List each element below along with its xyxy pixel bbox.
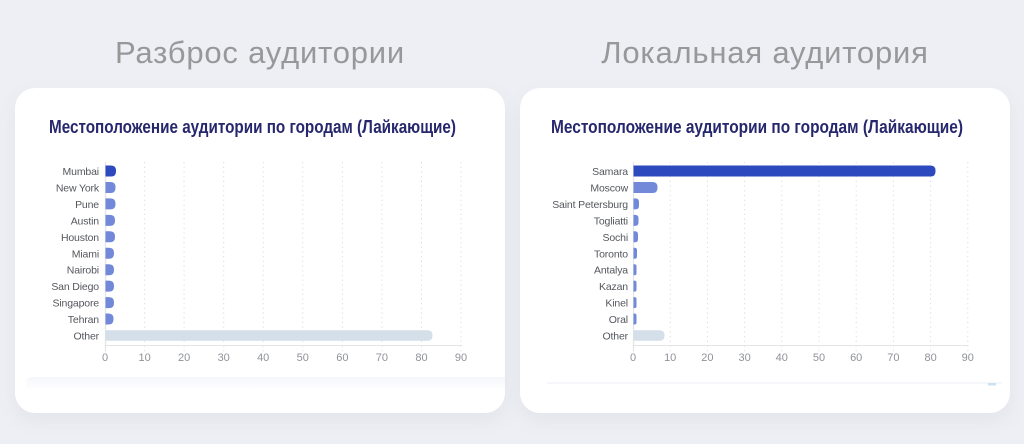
- svg-text:80: 80: [924, 352, 936, 364]
- svg-text:20: 20: [178, 352, 190, 364]
- svg-text:10: 10: [138, 352, 150, 364]
- svg-text:Austin: Austin: [71, 215, 100, 227]
- svg-text:Pune: Pune: [75, 199, 99, 211]
- svg-text:Tehran: Tehran: [68, 314, 100, 326]
- svg-text:60: 60: [336, 352, 348, 364]
- svg-text:Toronto: Toronto: [594, 248, 628, 260]
- svg-text:Togliatti: Togliatti: [594, 215, 628, 227]
- svg-text:Samara: Samara: [592, 166, 628, 178]
- svg-text:Other: Other: [73, 331, 99, 343]
- svg-text:Sochi: Sochi: [602, 232, 628, 244]
- svg-text:50: 50: [297, 352, 309, 364]
- svg-text:Moscow: Moscow: [590, 182, 628, 194]
- svg-text:Kazan: Kazan: [599, 281, 628, 293]
- svg-text:10: 10: [664, 352, 676, 364]
- svg-text:Oral: Oral: [609, 314, 628, 326]
- svg-text:80: 80: [415, 352, 427, 364]
- svg-text:Antalya: Antalya: [594, 265, 628, 277]
- svg-text:Mumbai: Mumbai: [63, 166, 99, 178]
- svg-text:90: 90: [962, 352, 974, 364]
- svg-text:0: 0: [102, 352, 108, 364]
- svg-text:Местоположение аудитории по го: Местоположение аудитории по городам (Лай…: [551, 117, 963, 137]
- svg-text:Nairobi: Nairobi: [67, 265, 99, 277]
- svg-text:San Diego: San Diego: [51, 281, 99, 293]
- svg-text:Kinel: Kinel: [605, 298, 628, 310]
- svg-text:50: 50: [813, 352, 825, 364]
- svg-text:30: 30: [738, 352, 750, 364]
- svg-text:70: 70: [376, 352, 388, 364]
- svg-text:Местоположение аудитории по го: Местоположение аудитории по городам (Лай…: [49, 117, 456, 137]
- svg-text:70: 70: [887, 352, 899, 364]
- svg-text:Singapore: Singapore: [52, 298, 99, 310]
- svg-text:30: 30: [218, 352, 230, 364]
- svg-text:40: 40: [257, 352, 269, 364]
- svg-text:Saint Petersburg: Saint Petersburg: [552, 199, 628, 211]
- svg-text:New York: New York: [56, 182, 100, 194]
- svg-text:Houston: Houston: [61, 232, 99, 244]
- svg-text:Other: Other: [602, 331, 628, 343]
- svg-text:40: 40: [776, 352, 788, 364]
- svg-text:20: 20: [701, 352, 713, 364]
- svg-text:Miami: Miami: [72, 248, 99, 260]
- svg-text:90: 90: [455, 352, 467, 364]
- svg-text:60: 60: [850, 352, 862, 364]
- svg-text:0: 0: [630, 352, 636, 364]
